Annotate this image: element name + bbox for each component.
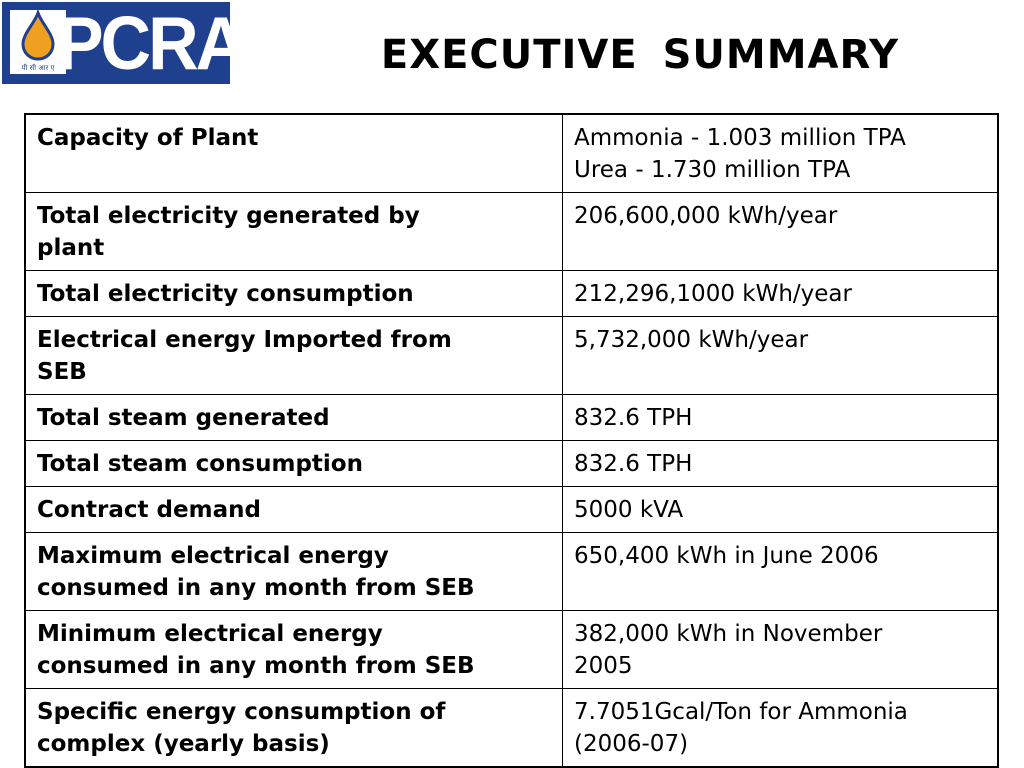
row-label-text: consumed in any month from SEB (37, 575, 475, 601)
row-label-cell: Maximum electrical energy consumed in any… (24, 532, 563, 611)
row-value-cell: 5,732,000 kWh/year (562, 316, 999, 395)
row-label-cell: Specific energy consumption of complex (y… (24, 688, 563, 768)
row-value-text: (2006-07) (574, 731, 689, 757)
oil-drop-icon: पी सी आर ए (8, 8, 68, 76)
row-label-cell: Capacity of Plant (24, 113, 563, 193)
table-row: Capacity of Plant Ammonia - 1.003 million… (24, 113, 999, 193)
row-label-text: Electrical energy Imported from (37, 327, 452, 353)
row-value-text: 832.6 TPH (574, 451, 693, 477)
row-label-text: Total electricity generated by (37, 203, 420, 229)
row-value-text: 832.6 TPH (574, 405, 693, 431)
row-label-text: Specific energy consumption of (37, 699, 446, 725)
row-label-text: SEB (37, 359, 87, 385)
row-value-text: 5000 kVA (574, 497, 684, 523)
table-row: Specific energy consumption of complex (y… (24, 688, 999, 768)
row-value-text: 7.7051Gcal/Ton for Ammonia (574, 699, 908, 725)
row-label-text: complex (yearly basis) (37, 731, 330, 757)
row-label-text: Total electricity consumption (37, 281, 414, 307)
table-row: Contract demand 5000 kVA (24, 486, 999, 533)
table-row: Total electricity generated by plant 206,6… (24, 192, 999, 271)
row-value-text: Urea - 1.730 million TPA (574, 157, 851, 183)
table-row: Total steam generated 832.6 TPH (24, 394, 999, 441)
logo-subtext: पी सी आर ए (21, 64, 55, 72)
row-label-text: Capacity of Plant (37, 125, 259, 151)
row-value-cell: 206,600,000 kWh/year (562, 192, 999, 271)
pcra-logo: पी सी आर ए PCRA (2, 0, 246, 86)
row-label-text: Maximum electrical energy (37, 543, 389, 569)
row-value-text: 206,600,000 kWh/year (574, 203, 838, 229)
row-label-text: consumed in any month from SEB (37, 653, 475, 679)
row-value-cell: 832.6 TPH (562, 394, 999, 441)
row-value-text: 382,000 kWh in November (574, 621, 883, 647)
summary-table: Capacity of Plant Ammonia - 1.003 million… (24, 113, 999, 768)
row-label-text: Total steam consumption (37, 451, 363, 477)
row-value-cell: 382,000 kWh in November 2005 (562, 610, 999, 689)
table-row: Minimum electrical energy consumed in any… (24, 610, 999, 689)
row-label-text: Total steam generated (37, 405, 330, 431)
row-label-cell: Total steam generated (24, 394, 563, 441)
row-value-text: 650,400 kWh in June 2006 (574, 543, 879, 569)
table-row: Total electricity consumption 212,296,100… (24, 270, 999, 317)
row-label-text: Contract demand (37, 497, 261, 523)
row-label-cell: Electrical energy Imported from SEB (24, 316, 563, 395)
row-value-text: 2005 (574, 653, 633, 679)
row-value-cell: Ammonia - 1.003 million TPA Urea - 1.730 … (562, 113, 999, 193)
table-row: Maximum electrical energy consumed in any… (24, 532, 999, 611)
row-label-cell: Total electricity consumption (24, 270, 563, 317)
row-label-cell: Total steam consumption (24, 440, 563, 487)
row-label-cell: Contract demand (24, 486, 563, 533)
row-value-cell: 650,400 kWh in June 2006 (562, 532, 999, 611)
row-value-text: 5,732,000 kWh/year (574, 327, 809, 353)
table-row: Electrical energy Imported from SEB 5,732,… (24, 316, 999, 395)
row-label-text: plant (37, 235, 105, 261)
row-value-cell: 5000 kVA (562, 486, 999, 533)
row-value-cell: 212,296,1000 kWh/year (562, 270, 999, 317)
table-row: Total steam consumption 832.6 TPH (24, 440, 999, 487)
row-value-text: Ammonia - 1.003 million TPA (574, 125, 906, 151)
logo-text: PCRA (56, 0, 246, 86)
page-title: EXECUTIVE SUMMARY (380, 32, 900, 78)
row-value-cell: 7.7051Gcal/Ton for Ammonia (2006-07) (562, 688, 999, 768)
row-label-text: Minimum electrical energy (37, 621, 383, 647)
row-label-cell: Total electricity generated by plant (24, 192, 563, 271)
row-value-cell: 832.6 TPH (562, 440, 999, 487)
row-label-cell: Minimum electrical energy consumed in any… (24, 610, 563, 689)
row-value-text: 212,296,1000 kWh/year (574, 281, 852, 307)
